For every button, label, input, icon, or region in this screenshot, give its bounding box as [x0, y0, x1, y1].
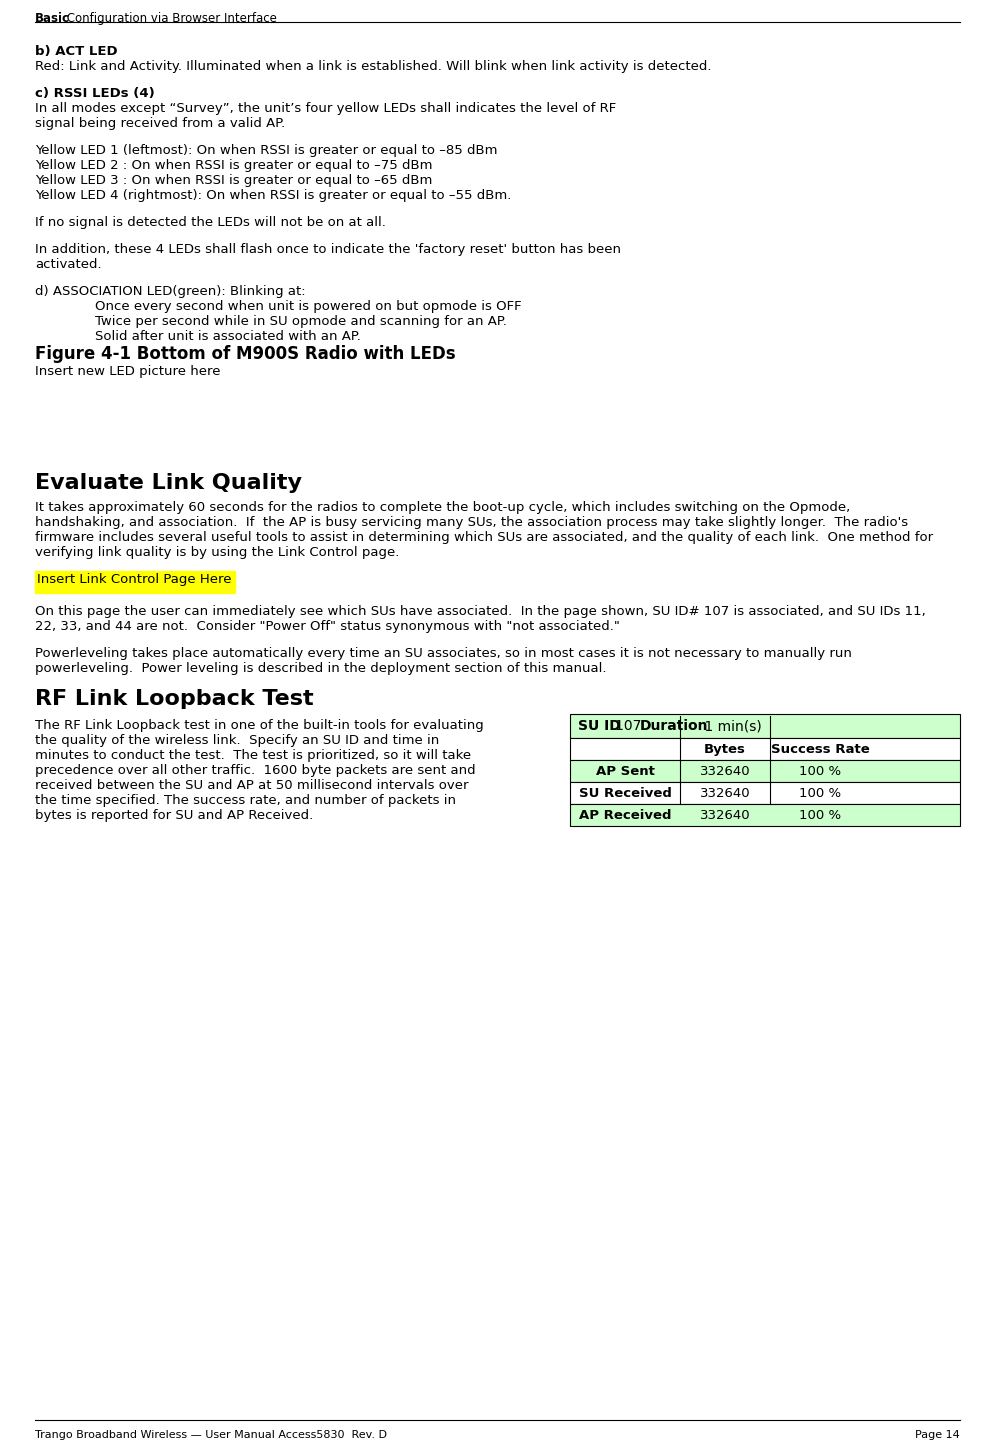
Text: In addition, these 4 LEDs shall flash once to indicate the 'factory reset' butto: In addition, these 4 LEDs shall flash on…	[35, 243, 621, 256]
Text: It takes approximately 60 seconds for the radios to complete the boot-up cycle, : It takes approximately 60 seconds for th…	[35, 501, 850, 514]
Text: Yellow LED 3 : On when RSSI is greater or equal to –65 dBm: Yellow LED 3 : On when RSSI is greater o…	[35, 174, 433, 187]
Text: The RF Link Loopback test in one of the built-in tools for evaluating: The RF Link Loopback test in one of the …	[35, 719, 484, 732]
Text: Once every second when unit is powered on but opmode is OFF: Once every second when unit is powered o…	[95, 300, 522, 312]
FancyBboxPatch shape	[570, 782, 960, 804]
Text: the time specified. The success rate, and number of packets in: the time specified. The success rate, an…	[35, 793, 456, 806]
Text: Evaluate Link Quality: Evaluate Link Quality	[35, 472, 302, 492]
Text: Duration: Duration	[640, 719, 709, 733]
Text: On this page the user can immediately see which SUs have associated.  In the pag: On this page the user can immediately se…	[35, 605, 926, 618]
Text: AP Sent: AP Sent	[596, 765, 654, 778]
Text: Success Rate: Success Rate	[770, 743, 869, 756]
FancyBboxPatch shape	[570, 714, 960, 737]
Text: bytes is reported for SU and AP Received.: bytes is reported for SU and AP Received…	[35, 809, 313, 822]
Text: Insert Link Control Page Here: Insert Link Control Page Here	[37, 573, 232, 586]
Text: activated.: activated.	[35, 258, 102, 271]
Text: 22, 33, and 44 are not.  Consider "Power Off" status synonymous with "not associ: 22, 33, and 44 are not. Consider "Power …	[35, 621, 620, 634]
Text: 100 %: 100 %	[799, 809, 842, 822]
Text: 1 min(s): 1 min(s)	[700, 719, 761, 733]
Text: 100 %: 100 %	[799, 765, 842, 778]
Text: Yellow LED 2 : On when RSSI is greater or equal to –75 dBm: Yellow LED 2 : On when RSSI is greater o…	[35, 158, 433, 171]
Text: Insert new LED picture here: Insert new LED picture here	[35, 364, 221, 377]
Text: Bytes: Bytes	[704, 743, 745, 756]
Text: In all modes except “Survey”, the unit’s four yellow LEDs shall indicates the le: In all modes except “Survey”, the unit’s…	[35, 102, 616, 115]
Text: Page 14: Page 14	[915, 1430, 960, 1440]
Text: handshaking, and association.  If  the AP is busy servicing many SUs, the associ: handshaking, and association. If the AP …	[35, 516, 908, 528]
Text: Basic: Basic	[35, 12, 70, 24]
Text: Trango Broadband Wireless — User Manual Access5830  Rev. D: Trango Broadband Wireless — User Manual …	[35, 1430, 387, 1440]
Text: Red: Link and Activity. Illuminated when a link is established. Will blink when : Red: Link and Activity. Illuminated when…	[35, 60, 712, 73]
Text: received between the SU and AP at 50 millisecond intervals over: received between the SU and AP at 50 mil…	[35, 779, 468, 792]
Text: Solid after unit is associated with an AP.: Solid after unit is associated with an A…	[95, 330, 361, 343]
Text: 332640: 332640	[700, 788, 750, 801]
Text: 332640: 332640	[700, 809, 750, 822]
Text: minutes to conduct the test.  The test is prioritized, so it will take: minutes to conduct the test. The test is…	[35, 749, 471, 762]
Text: precedence over all other traffic.  1600 byte packets are sent and: precedence over all other traffic. 1600 …	[35, 765, 475, 778]
Text: Yellow LED 4 (rightmost): On when RSSI is greater or equal to –55 dBm.: Yellow LED 4 (rightmost): On when RSSI i…	[35, 189, 512, 202]
Text: d) ASSOCIATION LED(green): Blinking at:: d) ASSOCIATION LED(green): Blinking at:	[35, 285, 306, 298]
Text: RF Link Loopback Test: RF Link Loopback Test	[35, 688, 314, 708]
Text: firmware includes several useful tools to assist in determining which SUs are as: firmware includes several useful tools t…	[35, 531, 934, 544]
Text: AP Received: AP Received	[579, 809, 671, 822]
Text: Yellow LED 1 (leftmost): On when RSSI is greater or equal to –85 dBm: Yellow LED 1 (leftmost): On when RSSI is…	[35, 144, 498, 157]
Text: Figure 4-1 Bottom of M900S Radio with LEDs: Figure 4-1 Bottom of M900S Radio with LE…	[35, 346, 455, 363]
Text: signal being received from a valid AP.: signal being received from a valid AP.	[35, 117, 285, 130]
Text: SU ID: SU ID	[578, 719, 626, 733]
FancyBboxPatch shape	[570, 737, 960, 760]
Text: Configuration via Browser Interface: Configuration via Browser Interface	[63, 12, 277, 24]
Text: the quality of the wireless link.  Specify an SU ID and time in: the quality of the wireless link. Specif…	[35, 734, 440, 747]
Text: b) ACT LED: b) ACT LED	[35, 45, 118, 58]
Text: c) RSSI LEDs (4): c) RSSI LEDs (4)	[35, 86, 154, 99]
Text: 107: 107	[615, 719, 645, 733]
Text: 100 %: 100 %	[799, 788, 842, 801]
FancyBboxPatch shape	[570, 760, 960, 782]
Text: SU Received: SU Received	[578, 788, 671, 801]
Text: 332640: 332640	[700, 765, 750, 778]
Text: verifying link quality is by using the Link Control page.: verifying link quality is by using the L…	[35, 546, 399, 559]
Text: If no signal is detected the LEDs will not be on at all.: If no signal is detected the LEDs will n…	[35, 216, 386, 229]
Text: Twice per second while in SU opmode and scanning for an AP.: Twice per second while in SU opmode and …	[95, 315, 507, 328]
FancyBboxPatch shape	[570, 804, 960, 827]
Text: Powerleveling takes place automatically every time an SU associates, so in most : Powerleveling takes place automatically …	[35, 647, 851, 660]
FancyBboxPatch shape	[35, 572, 235, 593]
Text: powerleveling.  Power leveling is described in the deployment section of this ma: powerleveling. Power leveling is describ…	[35, 662, 607, 675]
